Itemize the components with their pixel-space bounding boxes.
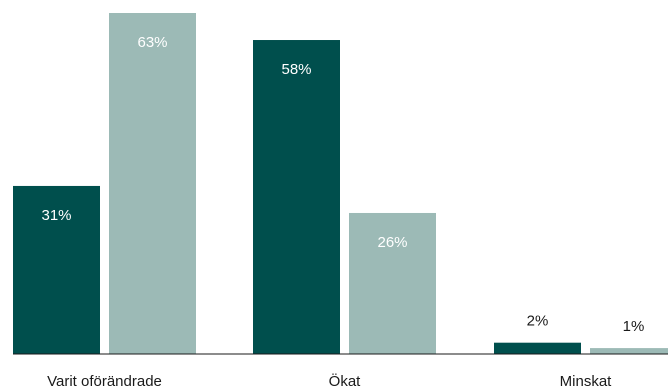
bar-2-0 <box>494 342 581 354</box>
category-labels: Varit oförändrade Ökat Minskat <box>47 372 612 390</box>
category-label-1: Ökat <box>329 372 362 390</box>
bar-2-1 <box>590 348 668 354</box>
bar-value-label-0-0: 31% <box>41 207 71 224</box>
category-label-0: Varit oförändrade <box>47 373 162 390</box>
bar-value-label-1-0: 58% <box>281 61 311 78</box>
bar-value-label-2-1: 1% <box>623 318 645 335</box>
bar-1-0 <box>253 40 340 354</box>
bar-0-1 <box>109 13 196 354</box>
bar-value-label-0-1: 63% <box>137 34 167 51</box>
bar-value-label-1-1: 26% <box>377 234 407 251</box>
category-label-2: Minskat <box>560 373 613 390</box>
bar-value-label-2-0: 2% <box>527 313 549 330</box>
bar-0-0 <box>13 185 100 354</box>
bars-layer: 31% 63% 58% 26% 2% 1% <box>13 13 668 354</box>
bar-1-1 <box>349 212 436 354</box>
